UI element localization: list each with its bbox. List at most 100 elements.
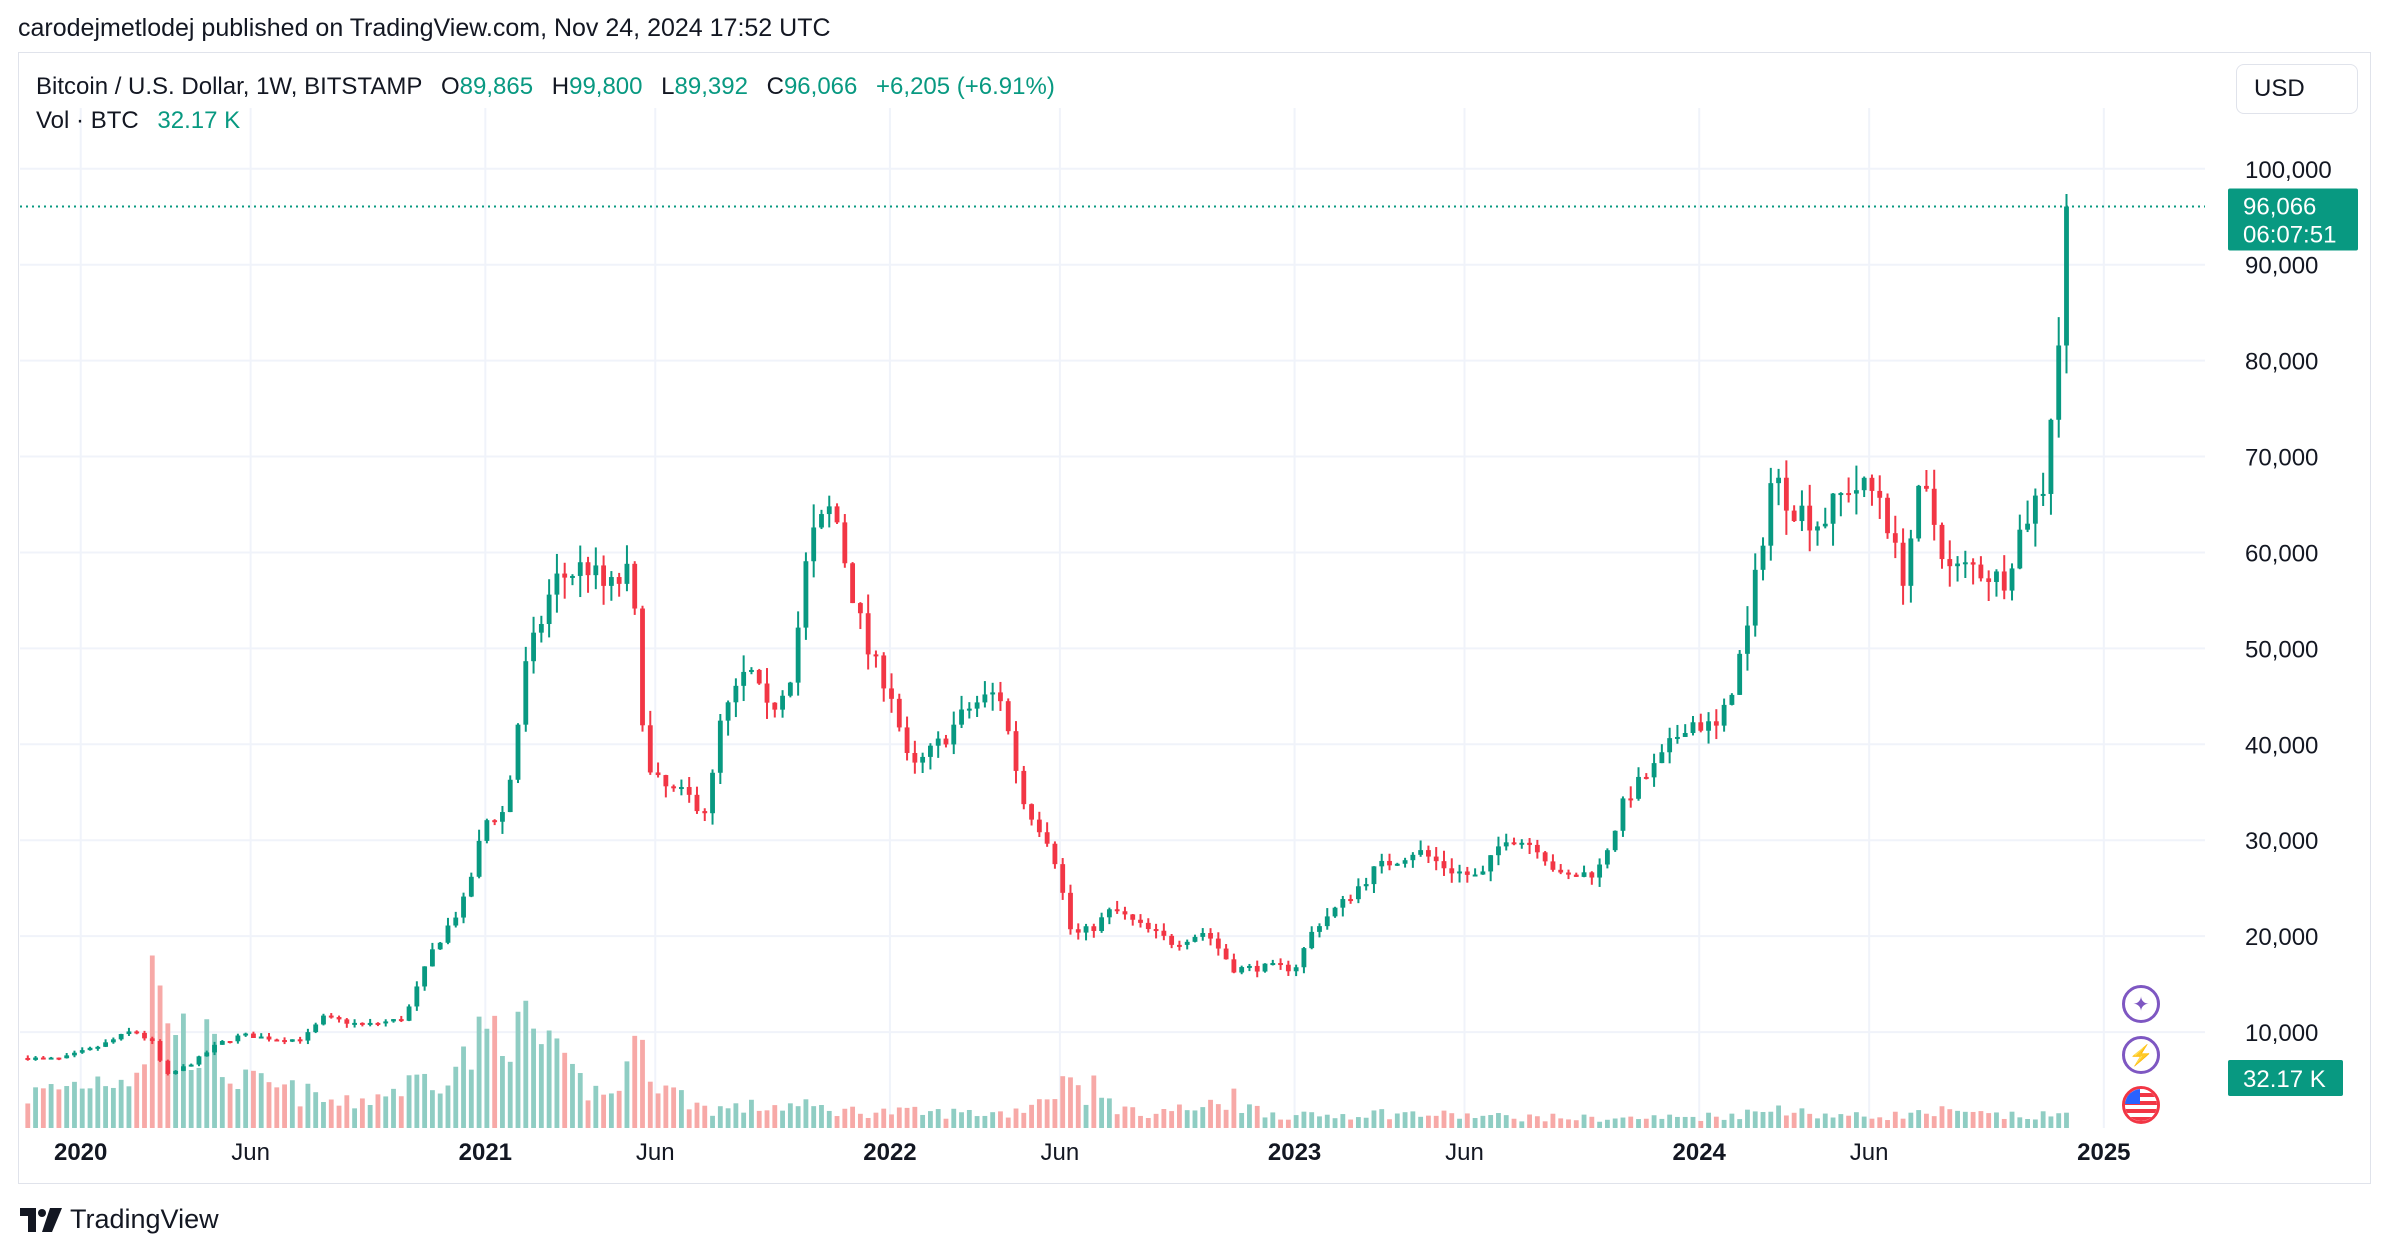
candle-body: [1628, 798, 1634, 801]
candle-body: [1550, 861, 1556, 870]
candle-body: [1713, 721, 1719, 726]
tradingview-logo[interactable]: TradingView: [20, 1204, 219, 1235]
volume-bar: [865, 1117, 871, 1128]
candle-body: [1363, 884, 1369, 887]
volume-bar: [1169, 1111, 1175, 1128]
volume-bar: [772, 1105, 778, 1128]
countdown-label: 06:07:51: [2243, 222, 2336, 249]
currency-button[interactable]: USD: [2236, 64, 2358, 114]
volume-bar: [1799, 1108, 1805, 1128]
volume-bar: [640, 1039, 645, 1128]
volume-bar: [725, 1108, 731, 1128]
candle-body: [258, 1036, 264, 1039]
candle-body: [134, 1031, 140, 1034]
candle-body: [577, 562, 583, 576]
volume-bar: [2056, 1113, 2062, 1128]
candle-body: [1394, 863, 1400, 866]
candle-body: [1184, 941, 1190, 945]
candle-body: [243, 1033, 249, 1036]
volume-bar: [1324, 1114, 1330, 1128]
symbol-title[interactable]: Bitcoin / U.S. Dollar, 1W, BITSTAMP: [36, 73, 423, 100]
candle-body: [336, 1017, 342, 1020]
volume-bar: [803, 1099, 809, 1128]
candle-body: [951, 724, 957, 745]
candle-body: [367, 1022, 373, 1025]
volume-bar: [601, 1094, 607, 1128]
candle-body: [710, 772, 715, 814]
candle-body: [40, 1057, 46, 1060]
candle-body: [282, 1040, 287, 1043]
volume-bar: [1379, 1109, 1385, 1128]
volume-bar: [538, 1044, 544, 1128]
candle-body: [1877, 490, 1883, 498]
volume-bar: [414, 1074, 420, 1128]
candle-body: [126, 1031, 132, 1035]
candle-body: [717, 720, 723, 773]
low-label: L: [661, 73, 675, 100]
candle-body: [1060, 864, 1066, 893]
candle-body: [33, 1057, 38, 1060]
y-tick-label: 80,000: [2245, 349, 2318, 376]
candle-body: [1231, 959, 1237, 973]
candle-body: [437, 942, 443, 950]
candle-body: [422, 966, 428, 987]
volume-bar: [795, 1106, 801, 1128]
lightning-icon[interactable]: ⚡: [2122, 1036, 2160, 1074]
volume-bar: [1200, 1107, 1206, 1128]
volume-bar: [1573, 1120, 1579, 1128]
candle-body: [632, 563, 638, 609]
candle-body: [1091, 926, 1097, 931]
volume-bar: [1916, 1110, 1922, 1128]
candle-body: [694, 794, 700, 812]
volume-bar: [1122, 1106, 1128, 1128]
candle-body: [857, 603, 863, 614]
volume-bar: [889, 1114, 894, 1128]
volume-bar: [1885, 1120, 1890, 1128]
volume-label[interactable]: Vol · BTC: [36, 107, 139, 134]
candle-body: [227, 1041, 233, 1044]
candle-body: [1270, 963, 1276, 966]
candle-body: [2040, 493, 2046, 496]
volume-bar: [2009, 1111, 2015, 1128]
candle-body: [601, 565, 607, 586]
candle-body: [764, 683, 770, 703]
us-flag-icon[interactable]: [2122, 1086, 2160, 1124]
candle-body: [25, 1057, 31, 1060]
candle-body: [1527, 842, 1532, 845]
volume-bar: [1986, 1113, 1992, 1128]
candle-body: [1651, 763, 1657, 778]
candle-body: [1145, 922, 1151, 930]
candle-body: [1830, 493, 1836, 524]
candle-body: [1846, 493, 1852, 496]
volume-bar: [1970, 1111, 1976, 1128]
candle-body: [1418, 850, 1424, 855]
candle-body: [1254, 965, 1260, 972]
volume-bar: [842, 1108, 848, 1128]
candle-body: [321, 1015, 326, 1025]
candle-body: [56, 1057, 62, 1060]
candle-body: [110, 1039, 116, 1043]
volume-bar: [313, 1092, 319, 1128]
candle-body: [375, 1022, 381, 1025]
volume-bar: [1604, 1119, 1610, 1128]
x-tick-label: 2024: [1673, 1139, 1727, 1166]
volume-bar: [1161, 1108, 1167, 1128]
candle-body: [328, 1015, 334, 1018]
y-tick-label: 10,000: [2245, 1020, 2318, 1047]
candle-body: [1472, 874, 1478, 877]
candle-body: [749, 669, 754, 672]
volume-bar: [72, 1081, 77, 1128]
chart-frame[interactable]: [18, 52, 2371, 1184]
volume-bar: [1636, 1119, 1641, 1128]
candle-body: [297, 1039, 303, 1042]
candle-body: [772, 702, 778, 710]
volume-bar: [422, 1073, 428, 1128]
close-value: 96,066: [783, 73, 858, 100]
sparkle-icon[interactable]: ✦: [2122, 985, 2160, 1023]
volume-bar: [87, 1088, 93, 1128]
volume-bar: [1488, 1115, 1494, 1128]
volume-bar: [367, 1105, 373, 1128]
volume-bar: [1044, 1099, 1050, 1128]
candle-body: [1106, 909, 1112, 918]
